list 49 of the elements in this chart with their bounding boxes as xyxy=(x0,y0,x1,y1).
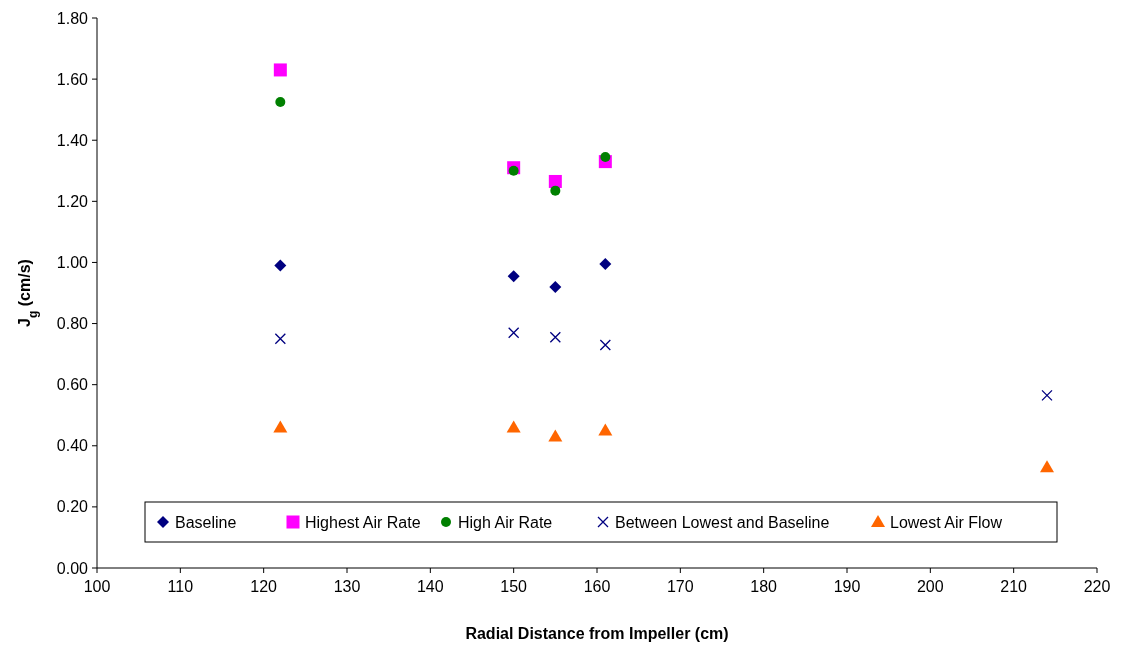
x-tick-label: 170 xyxy=(666,578,694,595)
x-tick-label: 150 xyxy=(500,578,528,595)
legend-label: Between Lowest and Baseline xyxy=(615,513,830,531)
x-tick-label: 210 xyxy=(1000,578,1028,595)
y-tick-label: 1.60 xyxy=(56,70,89,88)
y-tick-label: 0.60 xyxy=(56,376,89,394)
x-tick-label: 110 xyxy=(167,578,194,595)
x-tick-label: 100 xyxy=(83,578,111,595)
x-tick-label: 130 xyxy=(333,578,361,595)
point xyxy=(273,63,287,77)
point xyxy=(508,165,519,176)
legend-label: High Air Rate xyxy=(458,513,553,531)
point xyxy=(274,333,286,345)
point xyxy=(599,257,612,270)
point xyxy=(507,270,520,283)
point xyxy=(548,174,562,188)
point xyxy=(600,152,611,163)
x-tick-label: 140 xyxy=(416,578,444,595)
point xyxy=(508,327,520,339)
x-tick-label: 180 xyxy=(750,578,778,595)
y-tick-label: 0.80 xyxy=(56,315,89,333)
point xyxy=(506,420,521,433)
x-tick-label: 220 xyxy=(1083,578,1111,595)
y-tick-label: 1.40 xyxy=(56,131,89,149)
point xyxy=(549,280,562,293)
legend-label: Baseline xyxy=(175,513,237,531)
point xyxy=(273,420,288,433)
y-tick-label: 0.00 xyxy=(56,559,89,577)
point xyxy=(1041,389,1053,402)
y-tick-label: 1.20 xyxy=(56,192,89,210)
x-tick-label: 160 xyxy=(583,578,611,595)
legend-label: Highest Air Rate xyxy=(305,513,421,531)
point xyxy=(275,97,286,108)
x-tick-label: 200 xyxy=(916,578,944,595)
point xyxy=(548,429,563,442)
point xyxy=(598,423,613,436)
point xyxy=(550,185,561,196)
point xyxy=(599,339,611,351)
x-axis-title: Radial Distance from Impeller (cm) xyxy=(465,625,729,642)
legend-label: Lowest Air Flow xyxy=(890,513,1003,531)
y-tick-label: 1.80 xyxy=(56,9,89,27)
y-tick-label: 1.00 xyxy=(56,254,89,272)
y-tick-label: 0.20 xyxy=(56,498,89,516)
point xyxy=(549,331,561,343)
point xyxy=(274,259,287,272)
point xyxy=(1040,460,1054,473)
y-tick-label: 0.40 xyxy=(56,437,89,455)
x-tick-label: 190 xyxy=(833,578,861,595)
x-tick-label: 120 xyxy=(250,578,278,595)
